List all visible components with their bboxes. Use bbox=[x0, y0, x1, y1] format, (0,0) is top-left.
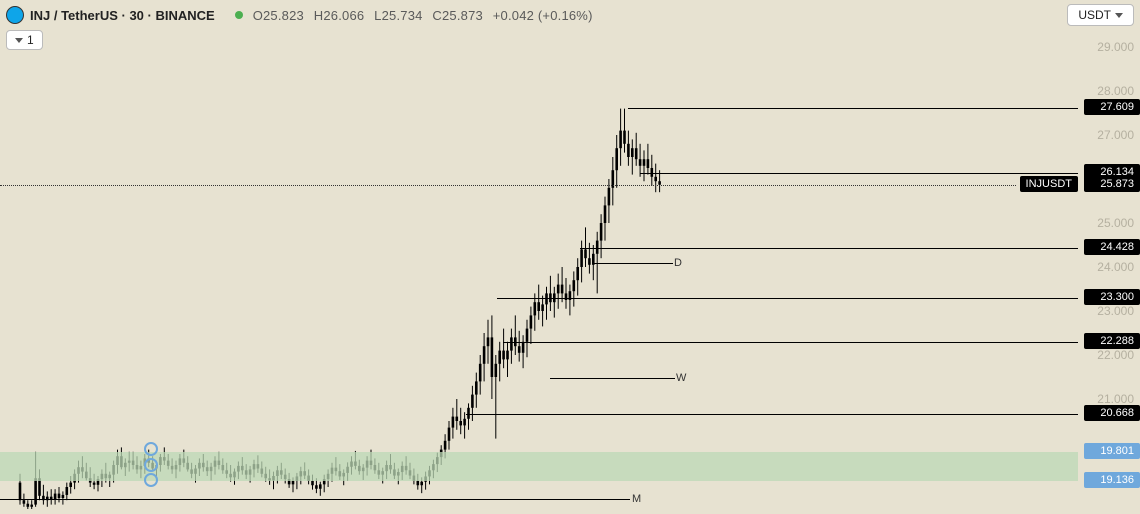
ytick: 25.000 bbox=[1097, 216, 1134, 230]
price-label: 19.136 bbox=[1084, 472, 1140, 488]
ytick: 23.000 bbox=[1097, 304, 1134, 318]
price-label: 19.801 bbox=[1084, 443, 1140, 459]
price-axis: 29.00028.00027.00026.00025.00024.00023.0… bbox=[1078, 0, 1140, 509]
ytick: 28.000 bbox=[1097, 84, 1134, 98]
ytick: 22.000 bbox=[1097, 348, 1134, 362]
ref-label: M bbox=[632, 493, 641, 505]
pair-tag: INJUSDT bbox=[1020, 176, 1078, 192]
ytick: 27.000 bbox=[1097, 128, 1134, 142]
price-label: 23.300 bbox=[1084, 289, 1140, 305]
ytick: 21.000 bbox=[1097, 392, 1134, 406]
price-label: 24.428 bbox=[1084, 239, 1140, 255]
current-price-line bbox=[0, 185, 1016, 186]
ref-label: D bbox=[674, 257, 682, 269]
price-label: 20.668 bbox=[1084, 405, 1140, 421]
chart-plot-area[interactable]: D W M bbox=[0, 0, 1078, 509]
ytick: 29.000 bbox=[1097, 40, 1134, 54]
demand-zone bbox=[0, 452, 1078, 481]
candlestick-series bbox=[0, 0, 1078, 509]
price-label: 27.609 bbox=[1084, 99, 1140, 115]
price-label: 25.873 bbox=[1084, 176, 1140, 192]
ref-label: W bbox=[676, 372, 686, 384]
ytick: 24.000 bbox=[1097, 260, 1134, 274]
price-label: 22.288 bbox=[1084, 333, 1140, 349]
